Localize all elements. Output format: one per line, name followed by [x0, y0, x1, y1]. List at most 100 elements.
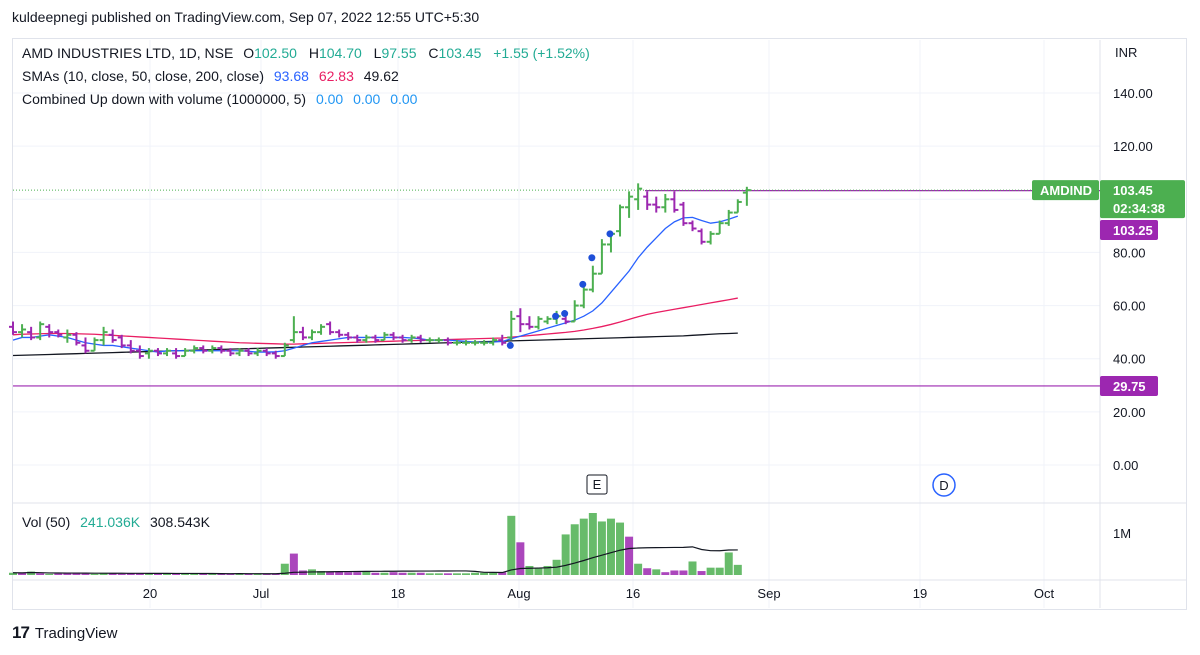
volume-bar	[416, 572, 425, 575]
sma10-value: 93.68	[273, 68, 309, 84]
volume-bar	[443, 573, 452, 575]
volume-bar	[380, 572, 389, 575]
volume-bar	[126, 573, 135, 575]
volume-tick-label: 1M	[1113, 526, 1131, 541]
volume-bar	[244, 573, 253, 575]
volume-bar	[706, 567, 715, 575]
time-tick-label: 20	[143, 586, 157, 601]
updown-legend[interactable]: Combined Up down with volume (1000000, 5…	[22, 91, 423, 107]
volume-bar	[144, 573, 153, 575]
volume-bar	[353, 572, 362, 575]
time-tick-label: Jul	[253, 586, 270, 601]
volume-bar	[289, 553, 298, 575]
updown-value-2: 0.00	[353, 91, 381, 107]
volume-bar	[326, 571, 335, 575]
time-tick-label: 18	[391, 586, 405, 601]
volume-bar	[217, 573, 226, 575]
volume-bar	[489, 572, 498, 575]
volume-bar	[425, 573, 434, 575]
close-label: C	[428, 45, 439, 61]
volume-bar	[471, 572, 480, 575]
high-label: H	[308, 45, 319, 61]
volume-bar	[18, 573, 27, 575]
dividend-marker-label: D	[939, 478, 948, 493]
volume-bar	[661, 572, 670, 575]
volume-bar	[45, 573, 54, 575]
volume-bar	[606, 518, 615, 575]
volume-ma-value: 308.543K	[149, 514, 210, 530]
volume-label: Vol (50)	[22, 514, 71, 530]
volume-bar	[688, 561, 697, 575]
volume-bar	[597, 521, 606, 575]
open-label: O	[243, 45, 255, 61]
updown-value-3: 0.00	[390, 91, 418, 107]
price-tick-label: 0.00	[1113, 458, 1138, 473]
upper-line-label: 103.25	[1113, 223, 1153, 238]
volume-bar	[63, 573, 72, 575]
volume-bar	[344, 572, 353, 575]
volume-bar	[643, 568, 652, 575]
volume-bar	[9, 572, 17, 575]
volume-bar	[90, 573, 99, 575]
volume-bar	[434, 573, 443, 575]
volume-bar	[190, 573, 199, 575]
volume-bar	[625, 536, 634, 575]
last-price-badge	[1100, 180, 1185, 219]
volume-bar	[117, 573, 126, 575]
volume-bar	[588, 513, 597, 575]
volume-bar	[280, 563, 289, 575]
volume-legend[interactable]: Vol (50) 241.036K 308.543K	[22, 514, 216, 530]
volume-bar	[54, 573, 63, 575]
countdown-label: 02:34:38	[1113, 201, 1165, 216]
volume-bar	[480, 572, 489, 575]
volume-bar	[570, 524, 579, 575]
signal-dot	[579, 280, 587, 288]
volume-bar	[652, 569, 661, 575]
symbol-badge-label: AMDIND	[1040, 183, 1092, 198]
sma-legend[interactable]: SMAs (10, close, 50, close, 200, close) …	[22, 68, 405, 84]
earnings-marker-label: E	[593, 477, 602, 492]
volume-bar	[579, 518, 588, 575]
volume-bar	[262, 573, 271, 575]
low-label: L	[373, 45, 382, 61]
dividend-marker-icon	[932, 473, 956, 497]
volume-bar	[733, 564, 742, 575]
currency-label: INR	[1115, 45, 1137, 60]
price-tick-label: 140.00	[1113, 86, 1153, 101]
signal-dot	[588, 254, 596, 262]
volume-bar	[36, 573, 45, 575]
volume-bar	[525, 565, 534, 575]
volume-bar	[235, 573, 244, 575]
high-value: 104.70	[318, 45, 362, 61]
price-tick-label: 120.00	[1113, 139, 1153, 154]
volume-bar	[697, 571, 706, 575]
time-tick-label: 16	[626, 586, 640, 601]
volume-bar	[498, 572, 507, 575]
volume-bar	[670, 570, 679, 575]
volume-bar	[715, 567, 724, 575]
volume-bar	[543, 565, 552, 575]
volume-bar	[516, 542, 525, 575]
volume-bar	[199, 573, 208, 575]
footer-brand[interactable]: 17 TradingView	[12, 623, 117, 643]
volume-bar	[27, 571, 36, 575]
symbol-badge	[1032, 180, 1099, 201]
earnings-marker-icon	[586, 474, 608, 495]
volume-bar	[181, 573, 190, 575]
updown-label: Combined Up down with volume (1000000, 5…	[22, 91, 307, 107]
low-value: 97.55	[381, 45, 417, 61]
volume-bar	[561, 534, 570, 575]
volume-bar	[253, 573, 262, 575]
signal-dot	[561, 310, 569, 318]
volume-bar	[534, 568, 543, 575]
volume-bar	[335, 571, 344, 575]
volume-bar	[108, 573, 117, 575]
volume-value: 241.036K	[80, 514, 141, 530]
volume-bar	[407, 572, 416, 575]
volume-bar	[208, 573, 217, 575]
price-tick-label: 80.00	[1113, 245, 1146, 260]
volume-bar	[389, 572, 398, 575]
volume-bar	[226, 573, 235, 575]
symbol-legend[interactable]: AMD INDUSTRIES LTD, 1D, NSE O102.50 H104…	[22, 45, 596, 61]
